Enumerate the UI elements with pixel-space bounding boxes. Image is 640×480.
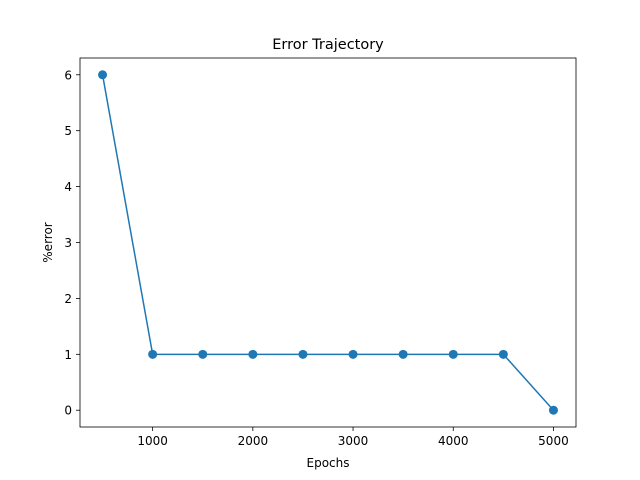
data-point xyxy=(298,349,308,359)
data-point xyxy=(448,349,458,359)
data-point xyxy=(498,349,508,359)
chart-title: Error Trajectory xyxy=(272,37,384,53)
data-series xyxy=(98,70,558,415)
y-tick-label: 1 xyxy=(64,348,72,362)
axis-ticks: 1000 2000 3000 4000 5000 0 1 2 3 4 5 6 xyxy=(64,68,568,448)
y-tick-label: 0 xyxy=(64,404,72,418)
y-axis-label: %error xyxy=(41,222,55,263)
y-tick-label: 5 xyxy=(64,124,72,138)
x-axis-label: Epochs xyxy=(307,456,350,470)
data-point xyxy=(398,349,408,359)
y-tick-label: 2 xyxy=(64,292,72,306)
y-tick-label: 3 xyxy=(64,236,72,250)
x-tick-label: 5000 xyxy=(538,434,569,448)
series-line xyxy=(101,74,555,411)
data-point xyxy=(98,70,108,80)
y-tick-label: 6 xyxy=(64,68,72,82)
y-tick-label: 4 xyxy=(64,180,72,194)
x-tick-label: 1000 xyxy=(137,434,168,448)
plot-area xyxy=(80,58,576,427)
plot-frame xyxy=(79,57,577,428)
x-tick-label: 3000 xyxy=(338,434,369,448)
data-point xyxy=(348,349,358,359)
data-point xyxy=(548,405,558,415)
x-tick-label: 4000 xyxy=(438,434,469,448)
data-point xyxy=(148,349,158,359)
data-point xyxy=(198,349,208,359)
data-point xyxy=(248,349,258,359)
x-tick-label: 2000 xyxy=(238,434,269,448)
